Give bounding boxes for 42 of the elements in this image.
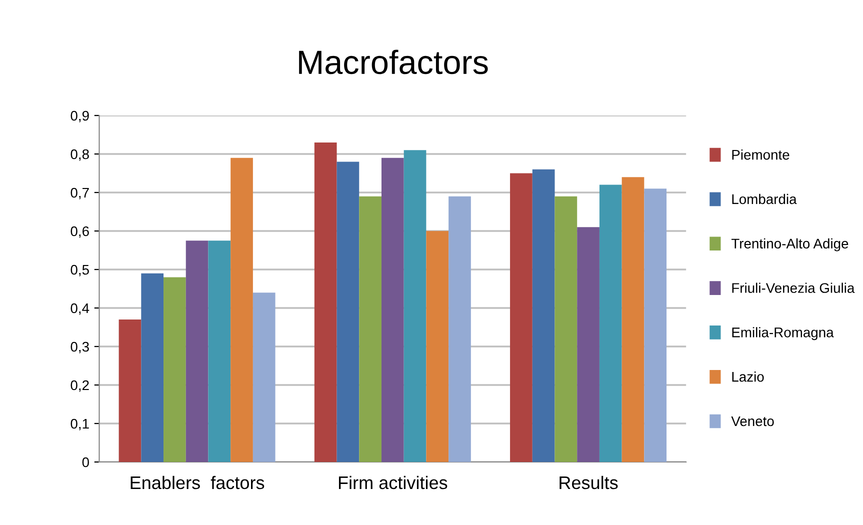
x-tick-label: Results — [560, 476, 618, 490]
bar — [118, 320, 142, 462]
bar — [599, 184, 622, 462]
y-tick-label: 0,8 — [70, 149, 89, 161]
x-tick-label: Enablers factors — [130, 476, 264, 490]
bar — [644, 188, 667, 462]
bar — [532, 169, 555, 462]
chart-title: Macrofactors — [299, 50, 488, 74]
bar — [404, 150, 426, 462]
y-tick-label: 0 — [82, 457, 89, 468]
y-tick-label: 0,6 — [70, 226, 89, 238]
bar — [230, 158, 253, 462]
x-tick-label: Firm activities — [338, 476, 448, 490]
legend-label: Trentino-Alto Adige — [731, 238, 848, 252]
bar — [208, 240, 231, 462]
bar — [186, 240, 208, 462]
y-tick-label: 0,2 — [70, 380, 89, 392]
bar — [554, 196, 578, 462]
y-tick-label: 0,9 — [70, 110, 89, 122]
bar — [448, 196, 471, 462]
bar — [381, 158, 404, 462]
bar — [314, 142, 337, 462]
y-tick-label: 0,7 — [70, 188, 89, 200]
legend-label: Piemonte — [732, 150, 790, 160]
y-tick-label: 0,3 — [70, 342, 89, 354]
y-tick-label: 0,4 — [70, 303, 90, 315]
bar — [252, 292, 276, 462]
legend-label: Friuli-Venezia Giulia — [732, 282, 855, 293]
legend-label: Lombardia — [732, 194, 797, 204]
bar — [426, 231, 449, 462]
y-tick-label: 0,1 — [70, 418, 89, 430]
bar — [141, 273, 164, 462]
bar — [510, 173, 532, 462]
bar — [164, 277, 186, 462]
bar — [336, 162, 360, 462]
bar — [622, 177, 644, 462]
legend-label: Lazio — [732, 372, 764, 382]
legend-label: Veneto — [731, 416, 774, 426]
y-tick-label: 0,5 — [70, 264, 89, 276]
bar — [359, 196, 382, 462]
legend-label: Emilia-Romagna — [732, 327, 834, 340]
bar — [577, 227, 600, 462]
